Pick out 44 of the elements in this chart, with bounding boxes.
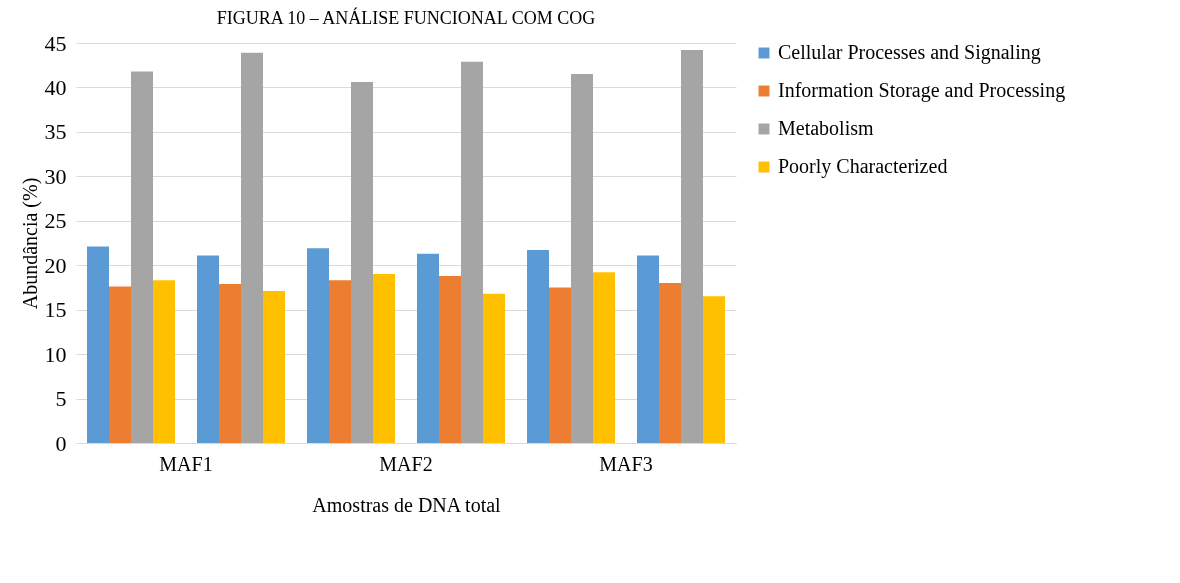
bar — [681, 50, 703, 443]
bar — [241, 52, 263, 443]
y-tick-label: 15 — [44, 297, 67, 323]
chart-title: FIGURA 10 – ANÁLISE FUNCIONAL COM COG — [216, 7, 596, 28]
bar — [351, 82, 373, 443]
legend-label: Poorly Characterized — [778, 155, 948, 178]
y-tick-label: 10 — [44, 341, 67, 367]
text: MAF2 — [379, 453, 433, 475]
bar — [417, 253, 439, 443]
y-tick-label: 45 — [44, 30, 67, 56]
legend-label: Cellular Processes and Signaling — [778, 41, 1041, 64]
y-tick-label: 20 — [44, 252, 67, 278]
bar — [307, 248, 329, 443]
y-tick-label: 30 — [44, 163, 67, 189]
x-axis-title: Amostras de DNA total — [312, 493, 502, 516]
y-axis-title: Abundância (%) — [18, 177, 42, 310]
bar — [483, 293, 505, 443]
text: MAF3 — [599, 453, 653, 475]
bar — [659, 283, 681, 443]
bar — [219, 283, 241, 443]
bar — [109, 286, 131, 443]
bar — [153, 280, 175, 443]
bar — [373, 274, 395, 443]
bar — [131, 71, 153, 443]
y-tick-label: 40 — [44, 74, 67, 100]
bar — [461, 61, 483, 443]
y-tick-label: 5 — [55, 386, 67, 412]
bar — [549, 287, 571, 443]
legend-label: Information Storage and Processing — [778, 79, 1066, 102]
bar — [527, 250, 549, 443]
y-tick-label: 0 — [55, 430, 67, 456]
bar — [263, 291, 285, 443]
bar — [329, 280, 351, 443]
bar — [593, 272, 615, 443]
y-tick-label: 25 — [44, 208, 67, 234]
text: MAF1 — [159, 453, 213, 475]
bar — [571, 74, 593, 443]
bar — [703, 296, 725, 443]
legend-label: Metabolism — [778, 117, 874, 139]
bar — [197, 255, 219, 443]
bar — [439, 275, 461, 443]
bar — [637, 255, 659, 443]
y-tick-label: 35 — [44, 119, 67, 145]
bar — [87, 246, 109, 443]
